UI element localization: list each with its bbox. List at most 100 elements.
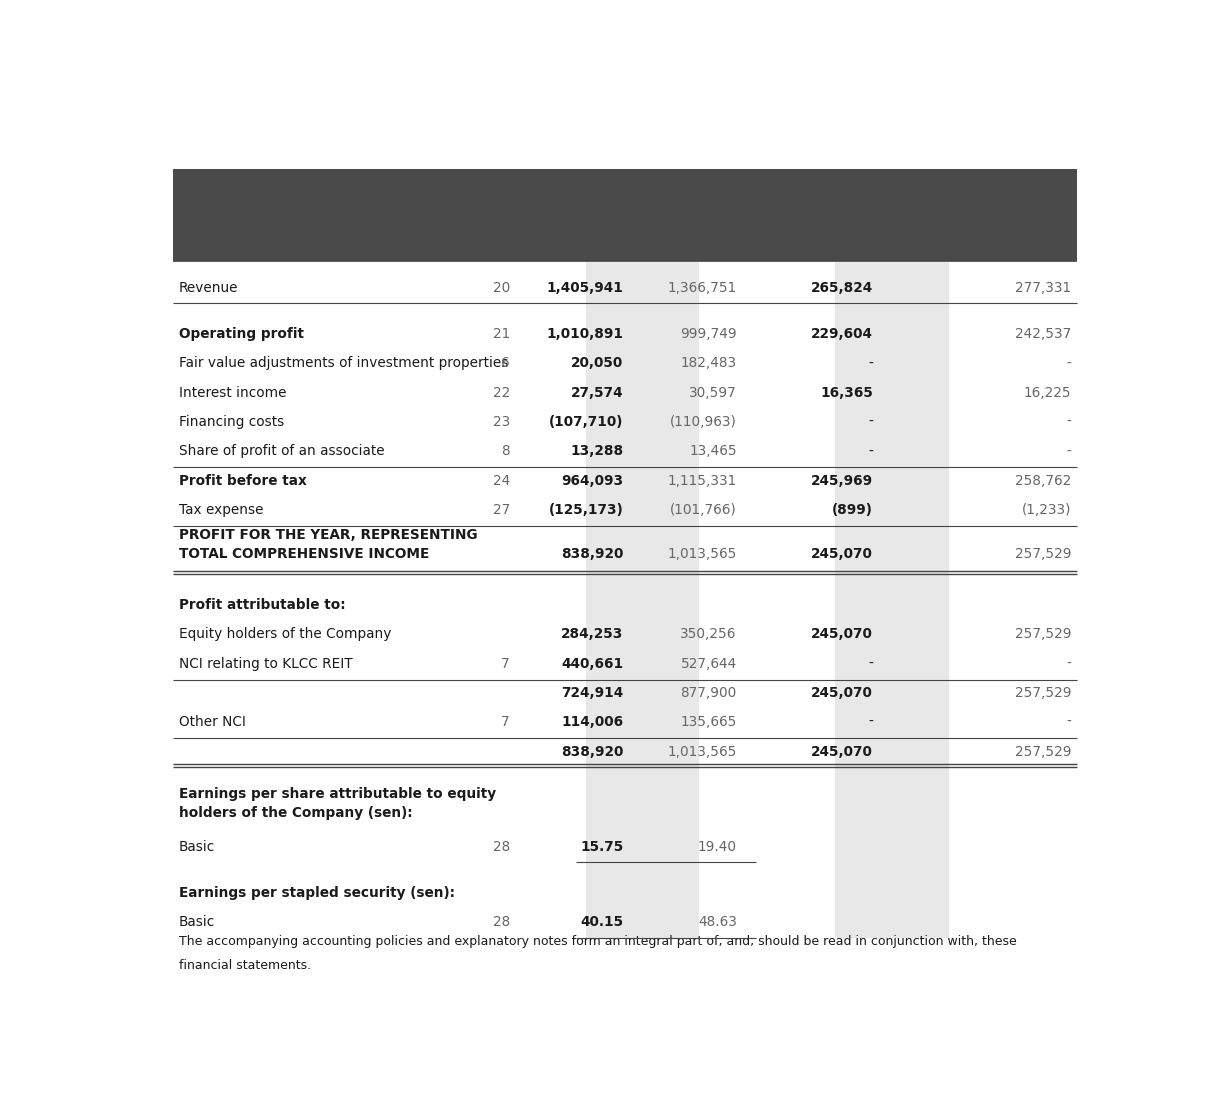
Text: RM'000: RM'000 bbox=[1014, 142, 1071, 156]
Text: Tax expense: Tax expense bbox=[179, 503, 264, 517]
Text: -: - bbox=[869, 445, 874, 458]
Text: (1,233): (1,233) bbox=[1022, 503, 1071, 517]
Text: 724,914: 724,914 bbox=[561, 687, 623, 700]
Text: Financing costs: Financing costs bbox=[179, 416, 284, 429]
Text: 7: 7 bbox=[501, 656, 510, 671]
FancyBboxPatch shape bbox=[836, 261, 949, 939]
Text: Operating profit: Operating profit bbox=[179, 327, 304, 342]
Text: 16,365: 16,365 bbox=[820, 385, 874, 400]
Text: RM'000: RM'000 bbox=[680, 142, 737, 156]
Text: -: - bbox=[869, 356, 874, 371]
Text: 245,070: 245,070 bbox=[811, 548, 874, 561]
Text: Profit attributable to:: Profit attributable to: bbox=[179, 598, 345, 612]
Text: -: - bbox=[1066, 445, 1071, 458]
Text: Company: Company bbox=[937, 92, 1016, 108]
Text: 257,529: 257,529 bbox=[1015, 687, 1071, 700]
Text: (110,963): (110,963) bbox=[670, 416, 737, 429]
Text: 48.63: 48.63 bbox=[698, 915, 737, 930]
Text: Interest income: Interest income bbox=[179, 385, 287, 400]
Text: NCI relating to KLCC REIT: NCI relating to KLCC REIT bbox=[179, 656, 353, 671]
Text: 20: 20 bbox=[493, 281, 510, 295]
Text: PROFIT FOR THE YEAR, REPRESENTING: PROFIT FOR THE YEAR, REPRESENTING bbox=[179, 528, 477, 542]
Text: 257,529: 257,529 bbox=[1015, 548, 1071, 561]
Text: 7: 7 bbox=[501, 716, 510, 729]
Text: RM'000: RM'000 bbox=[815, 142, 874, 156]
Text: 27,574: 27,574 bbox=[571, 385, 623, 400]
Text: 245,969: 245,969 bbox=[811, 474, 874, 488]
Text: 2018: 2018 bbox=[584, 120, 623, 133]
Text: 22: 22 bbox=[493, 385, 510, 400]
Text: 440,661: 440,661 bbox=[561, 656, 623, 671]
Text: Share of profit of an associate: Share of profit of an associate bbox=[179, 445, 384, 458]
Text: Earnings per stapled security (sen):: Earnings per stapled security (sen): bbox=[179, 886, 455, 900]
Text: Fair value adjustments of investment properties: Fair value adjustments of investment pro… bbox=[179, 356, 509, 371]
Text: holders of the Company (sen):: holders of the Company (sen): bbox=[179, 806, 412, 820]
Text: 245,070: 245,070 bbox=[811, 687, 874, 700]
Text: 135,665: 135,665 bbox=[681, 716, 737, 729]
Text: Group: Group bbox=[659, 92, 711, 108]
Text: 182,483: 182,483 bbox=[681, 356, 737, 371]
Text: 28: 28 bbox=[493, 915, 510, 930]
Text: -: - bbox=[869, 716, 874, 729]
Text: (101,766): (101,766) bbox=[670, 503, 737, 517]
Text: Basic: Basic bbox=[179, 840, 215, 853]
Text: 350,256: 350,256 bbox=[681, 627, 737, 642]
Text: 1,013,565: 1,013,565 bbox=[667, 745, 737, 758]
Text: Earnings per share attributable to equity: Earnings per share attributable to equit… bbox=[179, 787, 497, 801]
Text: Basic: Basic bbox=[179, 915, 215, 930]
Text: 277,331: 277,331 bbox=[1015, 281, 1071, 295]
Text: Revenue: Revenue bbox=[179, 281, 238, 295]
Text: 229,604: 229,604 bbox=[811, 327, 874, 342]
Text: 20,050: 20,050 bbox=[571, 356, 623, 371]
Text: 6: 6 bbox=[501, 356, 510, 371]
Text: 13,465: 13,465 bbox=[689, 445, 737, 458]
Text: 19.40: 19.40 bbox=[698, 840, 737, 853]
Text: 877,900: 877,900 bbox=[681, 687, 737, 700]
FancyBboxPatch shape bbox=[173, 169, 1077, 261]
Text: 257,529: 257,529 bbox=[1015, 627, 1071, 642]
Text: 245,070: 245,070 bbox=[811, 627, 874, 642]
Text: 28: 28 bbox=[493, 840, 510, 853]
Text: 1,366,751: 1,366,751 bbox=[667, 281, 737, 295]
Text: RM'000: RM'000 bbox=[566, 142, 623, 156]
Text: 999,749: 999,749 bbox=[681, 327, 737, 342]
Text: 27: 27 bbox=[493, 503, 510, 517]
Text: 30,597: 30,597 bbox=[689, 385, 737, 400]
Text: 8: 8 bbox=[501, 445, 510, 458]
Text: 1,405,941: 1,405,941 bbox=[547, 281, 623, 295]
Text: 21: 21 bbox=[493, 327, 510, 342]
Text: -: - bbox=[869, 656, 874, 671]
Text: 23: 23 bbox=[493, 416, 510, 429]
Text: 838,920: 838,920 bbox=[561, 745, 623, 758]
Text: 1,013,565: 1,013,565 bbox=[667, 548, 737, 561]
Text: 242,537: 242,537 bbox=[1015, 327, 1071, 342]
Text: 2018: 2018 bbox=[834, 120, 874, 133]
Text: 13,288: 13,288 bbox=[570, 445, 623, 458]
Text: Equity holders of the Company: Equity holders of the Company bbox=[179, 627, 392, 642]
Text: 2017: 2017 bbox=[1033, 120, 1071, 133]
Text: 1,115,331: 1,115,331 bbox=[667, 474, 737, 488]
Text: 2017: 2017 bbox=[698, 120, 737, 133]
Text: 15.75: 15.75 bbox=[580, 840, 623, 853]
Text: 527,644: 527,644 bbox=[681, 656, 737, 671]
Text: 40.15: 40.15 bbox=[581, 915, 623, 930]
Text: 245,070: 245,070 bbox=[811, 745, 874, 758]
Text: 838,920: 838,920 bbox=[561, 548, 623, 561]
Text: 258,762: 258,762 bbox=[1015, 474, 1071, 488]
Text: 24: 24 bbox=[493, 474, 510, 488]
Text: (125,173): (125,173) bbox=[549, 503, 623, 517]
Text: (899): (899) bbox=[832, 503, 874, 517]
Text: 284,253: 284,253 bbox=[561, 627, 623, 642]
Text: 16,225: 16,225 bbox=[1024, 385, 1071, 400]
Text: 114,006: 114,006 bbox=[561, 716, 623, 729]
Text: -: - bbox=[1066, 656, 1071, 671]
Text: Note: Note bbox=[472, 142, 510, 156]
Text: financial statements.: financial statements. bbox=[179, 959, 311, 972]
Text: (107,710): (107,710) bbox=[549, 416, 623, 429]
Text: TOTAL COMPREHENSIVE INCOME: TOTAL COMPREHENSIVE INCOME bbox=[179, 548, 429, 561]
Text: 964,093: 964,093 bbox=[561, 474, 623, 488]
Text: Other NCI: Other NCI bbox=[179, 716, 246, 729]
Text: -: - bbox=[1066, 416, 1071, 429]
Text: -: - bbox=[1066, 716, 1071, 729]
Text: 265,824: 265,824 bbox=[811, 281, 874, 295]
